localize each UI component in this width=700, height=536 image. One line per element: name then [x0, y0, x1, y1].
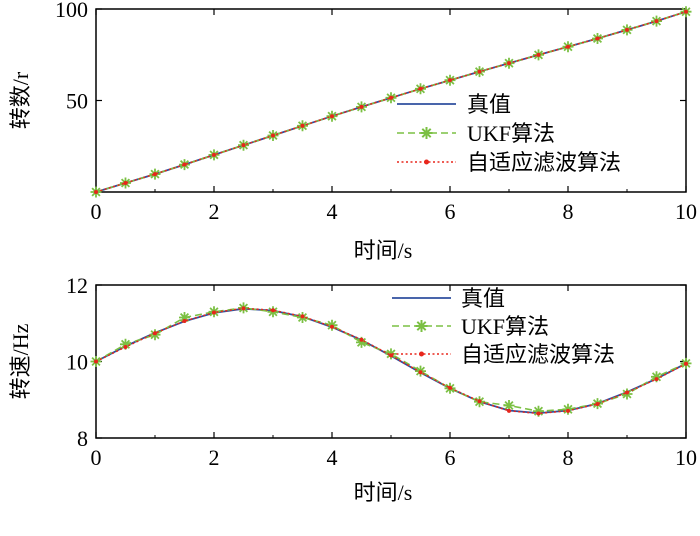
- adaptive-point: [123, 181, 128, 186]
- legend-marker-adaptive: [424, 159, 429, 165]
- y-tick-label: 8: [77, 426, 88, 451]
- adaptive-point: [389, 95, 393, 100]
- x-axis-label: 时间/s: [354, 480, 413, 505]
- adaptive-point: [477, 399, 482, 404]
- adaptive-point: [212, 152, 216, 157]
- adaptive-point: [595, 36, 600, 41]
- legend-label-adaptive: 自适应滤波算法: [461, 342, 615, 367]
- adaptive-point: [330, 114, 334, 119]
- legend-label-ukf: UKF算法: [461, 314, 549, 339]
- adaptive-point: [153, 172, 157, 177]
- adaptive-point: [684, 361, 688, 366]
- y-axis-label: 转速/Hz: [8, 323, 33, 399]
- y-axis-label: 转数/r: [8, 71, 33, 129]
- adaptive-point: [654, 377, 659, 382]
- adaptive-point: [212, 310, 216, 315]
- adaptive-point: [300, 314, 305, 319]
- x-tick-label: 2: [209, 199, 220, 224]
- x-tick-label: 10: [675, 445, 697, 470]
- adaptive-point: [300, 123, 305, 128]
- ukf-point: [120, 338, 131, 350]
- adaptive-point: [182, 318, 187, 323]
- x-tick-label: 8: [563, 199, 574, 224]
- adaptive-point: [94, 190, 98, 194]
- adaptive-point: [536, 52, 541, 57]
- x-tick-label: 6: [445, 445, 456, 470]
- legend-label-true-value: 真值: [467, 92, 511, 117]
- legend-marker-ukf: [420, 127, 433, 139]
- adaptive-point: [123, 344, 128, 349]
- x-tick-label: 0: [91, 445, 102, 470]
- ukf-point: [356, 336, 367, 348]
- legend-marker-ukf: [415, 320, 428, 332]
- adaptive-point: [182, 162, 187, 167]
- adaptive-point: [477, 69, 482, 74]
- legend-label-adaptive: 自适应滤波算法: [467, 150, 621, 175]
- x-axis-label: 时间/s: [354, 238, 413, 263]
- adaptive-point: [595, 401, 600, 406]
- adaptive-point: [94, 359, 98, 364]
- ukf-point: [651, 371, 662, 383]
- x-tick-label: 0: [91, 199, 102, 224]
- adaptive-point: [241, 143, 246, 148]
- x-tick-label: 2: [209, 445, 220, 470]
- adaptive-point: [536, 411, 541, 416]
- x-tick-label: 4: [327, 199, 338, 224]
- adaptive-point: [241, 306, 246, 311]
- adaptive-point: [359, 104, 364, 109]
- adaptive-point: [153, 331, 157, 336]
- legend-label-true-value: 真值: [461, 286, 505, 311]
- adaptive-point: [684, 9, 688, 14]
- y-tick-label: 100: [55, 0, 88, 22]
- x-tick-label: 4: [327, 445, 338, 470]
- legend-label-ukf: UKF算法: [467, 121, 555, 146]
- adaptive-point: [418, 86, 423, 91]
- x-tick-label: 10: [675, 199, 697, 224]
- x-tick-label: 6: [445, 199, 456, 224]
- adaptive-point: [448, 385, 452, 390]
- adaptive-point: [625, 390, 629, 395]
- adaptive-point: [507, 61, 511, 66]
- ukf-point: [503, 400, 515, 411]
- adaptive-point: [654, 19, 659, 24]
- ukf-point: [533, 405, 544, 417]
- ukf-point: [179, 312, 190, 323]
- y-tick-label: 50: [66, 89, 88, 114]
- adaptive-point: [359, 337, 364, 342]
- adaptive-point: [271, 133, 275, 138]
- x-tick-label: 8: [563, 445, 574, 470]
- adaptive-point: [625, 27, 629, 32]
- y-tick-label: 10: [66, 350, 88, 375]
- adaptive-point: [507, 408, 511, 413]
- adaptive-point: [271, 308, 275, 313]
- adaptive-point: [330, 324, 334, 329]
- series-line-adaptive: [95, 10, 687, 193]
- adaptive-point: [448, 78, 452, 83]
- adaptive-point: [566, 408, 570, 413]
- legend-marker-adaptive: [419, 351, 424, 357]
- adaptive-point: [566, 44, 570, 49]
- adaptive-point: [418, 370, 423, 375]
- y-tick-label: 12: [66, 273, 88, 298]
